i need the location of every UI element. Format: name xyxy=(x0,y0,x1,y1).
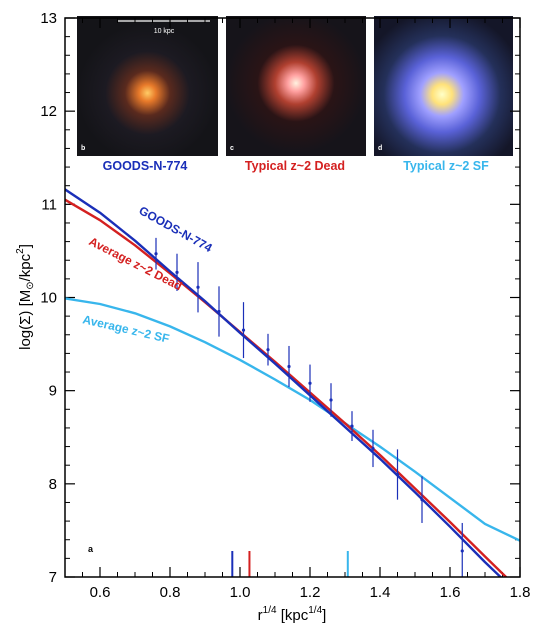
data-point xyxy=(196,285,200,289)
data-point xyxy=(395,472,400,477)
axis-ticks: 0.6 0.8 1.0 1.2 1.4 1.6 1.8 7 8 9 10 11 12 13 xyxy=(40,10,530,601)
panel-letter: a xyxy=(88,544,94,554)
inset-c-letter: c xyxy=(230,145,234,152)
data-point xyxy=(460,549,464,553)
series-label-dead: Average z~2 Dead xyxy=(87,234,185,293)
radius-markers xyxy=(231,551,349,577)
x-axis-label: r1/4 [kpc1/4] xyxy=(258,605,327,624)
data-point xyxy=(175,270,179,274)
data-point xyxy=(308,381,312,385)
y-tick-label: 12 xyxy=(40,103,57,120)
x-tick-label: 1.2 xyxy=(300,584,321,601)
data-point xyxy=(241,328,246,332)
plot-frame xyxy=(64,17,521,578)
inset-b-image xyxy=(77,16,218,156)
data-point xyxy=(420,498,424,502)
series-line-0 xyxy=(65,188,503,577)
data-point xyxy=(217,309,221,314)
data-point xyxy=(266,348,270,352)
data-points xyxy=(154,237,464,577)
data-point xyxy=(371,446,375,451)
inset-d-image xyxy=(374,16,513,156)
data-point xyxy=(350,424,354,428)
inset-c-image xyxy=(226,16,366,156)
inset-b-letter: b xyxy=(81,145,85,152)
y-tick-label: 13 xyxy=(40,10,57,27)
x-tick-label: 0.8 xyxy=(160,584,181,601)
series-line-1 xyxy=(65,198,508,577)
scale-bar-label: 10 kpc xyxy=(154,28,175,35)
inset-b: 10 kpc b xyxy=(77,16,218,156)
x-tick-label: 0.6 xyxy=(90,584,111,601)
data-point xyxy=(287,364,291,369)
inset-d: d xyxy=(374,16,513,156)
inset-c-caption: Typical z~2 Dead xyxy=(245,159,345,173)
inset-d-letter: d xyxy=(378,145,382,152)
series-label-sf: Average z~2 SF xyxy=(81,312,170,346)
series-label-goods: GOODS-N-774 xyxy=(137,203,215,255)
y-tick-label: 11 xyxy=(41,196,57,213)
data-point xyxy=(154,252,158,256)
curves xyxy=(65,188,520,577)
y-tick-label: 7 xyxy=(49,569,57,586)
x-tick-label: 1.8 xyxy=(510,584,531,601)
x-tick-label: 1.6 xyxy=(440,584,461,601)
y-axis-label: log(Σ) [M⊙/kpc2] xyxy=(15,244,36,350)
inset-b-caption: GOODS-N-774 xyxy=(103,159,188,173)
inset-c: c xyxy=(226,16,366,156)
y-tick-label: 9 xyxy=(49,383,57,400)
x-tick-label: 1.0 xyxy=(230,584,251,601)
data-point xyxy=(329,398,333,402)
x-tick-label: 1.4 xyxy=(370,584,391,601)
inset-d-caption: Typical z~2 SF xyxy=(403,159,489,173)
y-tick-label: 8 xyxy=(49,476,57,493)
series-line-2 xyxy=(65,297,520,542)
y-tick-label: 10 xyxy=(40,290,57,307)
